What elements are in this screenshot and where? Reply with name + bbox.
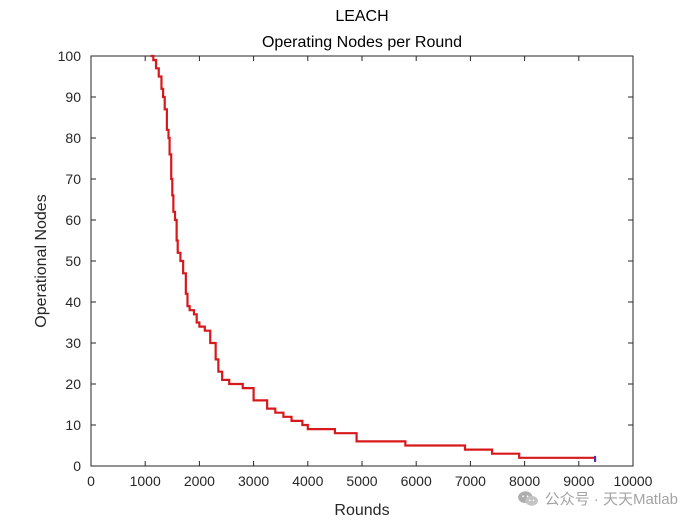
x-tick-label: 3000 — [238, 473, 269, 489]
plot-area — [90, 55, 634, 467]
x-tick-label: 7000 — [455, 473, 486, 489]
x-tick-label: 8000 — [509, 473, 540, 489]
series-layer — [150, 54, 597, 462]
x-axis: 0 1000 2000 3000 4000 5000 6000 7000 8000 9000 100… — [87, 56, 653, 489]
x-tick-label: 9000 — [563, 473, 594, 489]
y-tick-label: 20 — [65, 376, 81, 392]
y-axis: 0 10 20 30 40 50 60 70 80 90 100 — [58, 48, 633, 474]
series-line-0 — [150, 54, 597, 462]
x-tick-label: 2000 — [184, 473, 215, 489]
x-axis-label: Rounds — [334, 502, 389, 519]
y-tick-label: 0 — [73, 458, 81, 474]
y-tick-label: 60 — [65, 212, 81, 228]
y-tick-label: 10 — [65, 417, 81, 433]
y-tick-label: 50 — [65, 253, 81, 269]
y-tick-label: 100 — [58, 48, 82, 64]
y-tick-label: 30 — [65, 335, 81, 351]
watermark: 公众号 · 天天Matlab — [517, 488, 678, 509]
y-tick-label: 90 — [65, 89, 81, 105]
chart-subtitle: Operating Nodes per Round — [262, 34, 462, 51]
x-tick-label: 5000 — [346, 473, 377, 489]
chart-title: LEACH — [335, 8, 388, 25]
y-tick-label: 40 — [65, 294, 81, 310]
y-tick-label: 70 — [65, 171, 81, 187]
x-tick-label: 1000 — [130, 473, 161, 489]
x-tick-label: 0 — [87, 473, 95, 489]
watermark-text: 公众号 · 天天Matlab — [544, 491, 678, 508]
wechat-icon — [517, 490, 538, 506]
y-tick-label: 80 — [65, 130, 81, 146]
x-tick-label: 4000 — [292, 473, 323, 489]
y-axis-label: Operational Nodes — [33, 194, 50, 327]
x-tick-label: 10000 — [614, 473, 653, 489]
x-tick-label: 6000 — [401, 473, 432, 489]
